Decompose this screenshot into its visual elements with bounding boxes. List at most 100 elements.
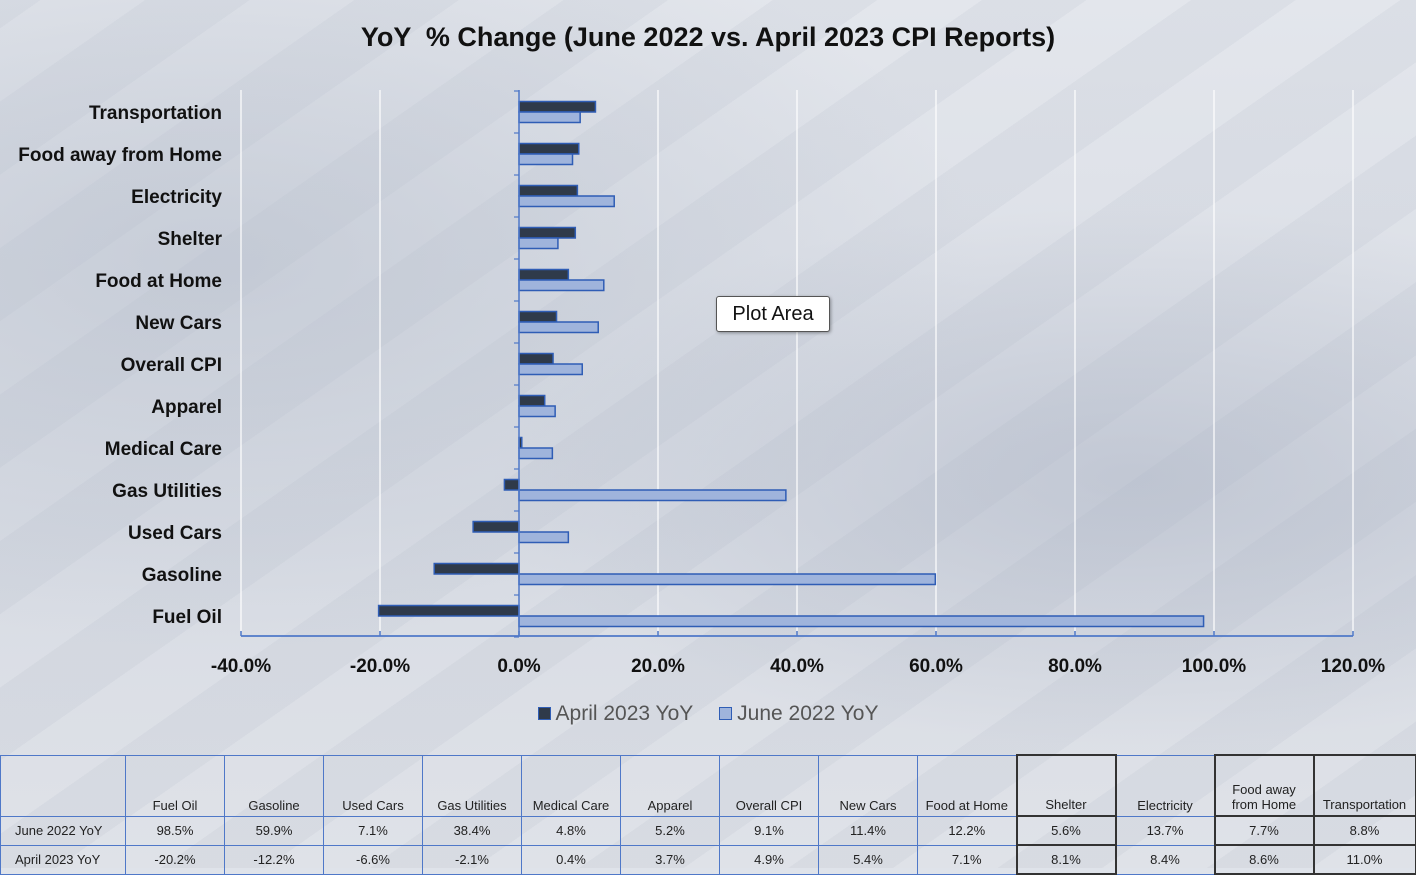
bar [518,615,1205,628]
table-cell: 11.4% [818,815,918,846]
category-label: Medical Care [105,439,222,460]
bar [518,111,581,124]
bar [518,310,558,323]
table-cell: 11.0% [1312,844,1416,875]
table-header-cell: Transportation [1312,754,1416,817]
table-cell: 4.9% [719,844,819,875]
bar [518,237,559,250]
table-cell: 9.1% [719,815,819,846]
category-label: Apparel [151,397,222,418]
table-cell: 4.8% [521,815,621,846]
table-cell: 5.4% [818,844,918,875]
table-cell: 7.1% [323,815,423,846]
table-cell: -12.2% [224,844,324,875]
bar [518,279,605,292]
bar [518,184,579,197]
x-tick-label: 120.0% [1321,656,1386,677]
x-tick-label: -40.0% [211,656,271,677]
table-row: April 2023 YoY -20.2% -12.2% -6.6% -2.1% 0.4… [0,844,1416,875]
table-cell: 8.4% [1115,844,1215,875]
x-tick-label: 60.0% [909,656,963,677]
category-label: Gas Utilities [112,481,222,502]
chart-legend: April 2023 YoY June 2022 YoY [0,702,1416,726]
category-label: Overall CPI [121,355,222,376]
bar [518,226,577,239]
table-corner-cell [0,754,126,817]
table-cell: 13.7% [1115,815,1215,846]
table-cell: 5.6% [1015,815,1117,846]
category-label: Used Cars [128,523,222,544]
table-row-label: June 2022 YoY [0,815,126,846]
table-cell: 7.7% [1213,815,1315,846]
category-label: Fuel Oil [152,607,222,628]
table-header-cell: Medical Care [521,754,621,817]
category-label: Food away from Home [18,145,222,166]
legend-label: June 2022 YoY [737,702,879,725]
table-header-cell: Food away from Home [1213,754,1315,817]
table-header-cell: Apparel [620,754,720,817]
table-header-cell: Used Cars [323,754,423,817]
table-cell: 8.8% [1312,815,1416,846]
table-cell: 7.1% [917,844,1017,875]
legend-item-june-2022[interactable]: June 2022 YoY [719,702,878,726]
bar [518,489,787,502]
x-tick-label: 40.0% [770,656,824,677]
category-label: Shelter [158,229,223,250]
category-label: Transportation [89,103,222,124]
bar [472,520,520,533]
table-row: June 2022 YoY 98.5% 59.9% 7.1% 38.4% 4.8% 5.2… [0,815,1416,846]
table-header-cell: Shelter [1015,754,1117,817]
table-header-cell: Fuel Oil [125,754,225,817]
table-cell: -2.1% [422,844,522,875]
table-cell: 59.9% [224,815,324,846]
bar [377,604,520,617]
table-header-cell: Food at Home [917,754,1017,817]
table-cell: 0.4% [521,844,621,875]
table-cell: 12.2% [917,815,1017,846]
table-header-cell: Gasoline [224,754,324,817]
bar [433,562,520,575]
category-label: Electricity [131,187,222,208]
x-tick-label: 20.0% [631,656,685,677]
table-header-cell: Overall CPI [719,754,819,817]
bar [518,573,937,586]
bar [518,405,556,418]
table-cell: 98.5% [125,815,225,846]
x-tick-label: 80.0% [1048,656,1102,677]
chart-title: YoY % Change (June 2022 vs. April 2023 C… [360,22,1056,52]
plot-area-tooltip: Plot Area [716,296,830,332]
data-table: Fuel Oil Gasoline Used Cars Gas Utilities Me… [0,754,1416,875]
bar [518,100,597,113]
table-cell: 8.1% [1015,844,1117,875]
legend-item-april-2023[interactable]: April 2023 YoY [537,702,694,726]
bar [518,321,599,334]
table-cell: 38.4% [422,815,522,846]
table-cell: 3.7% [620,844,720,875]
bar [518,363,583,376]
table-cell: -6.6% [323,844,423,875]
table-cell: 8.6% [1213,844,1315,875]
x-tick-label: 0.0% [497,656,540,677]
bar [518,447,554,460]
legend-swatch [719,707,733,720]
x-tick-label: -20.0% [350,656,410,677]
bar [518,195,615,208]
table-row-label: April 2023 YoY [0,844,126,875]
x-tick-label: 100.0% [1182,656,1247,677]
bar [518,531,570,544]
table-header-cell: Gas Utilities [422,754,522,817]
legend-swatch [537,707,551,720]
bar [518,153,574,166]
bar [518,142,580,155]
bar [518,268,570,281]
table-header-cell: New Cars [818,754,918,817]
category-label: Food at Home [95,271,222,292]
table-header-row: Fuel Oil Gasoline Used Cars Gas Utilities Me… [0,754,1416,817]
bar [518,394,546,407]
bar [518,352,554,365]
table-header-cell: Electricity [1115,754,1215,817]
category-label: New Cars [135,313,222,334]
legend-label: April 2023 YoY [555,702,694,725]
